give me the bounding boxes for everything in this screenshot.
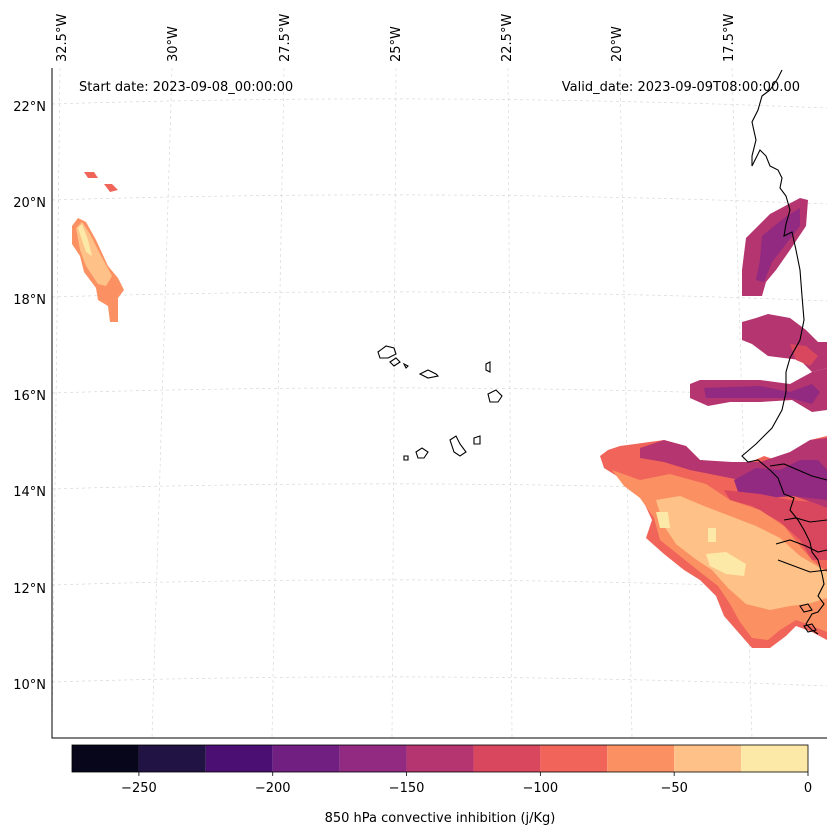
casamance-river [775,539,828,553]
lon-label-20w: 20°W [610,26,625,62]
contour-band-17n-inner [790,344,818,366]
lon-label-27-5w: 27.5°W [278,14,293,62]
contour-south-red [724,490,827,560]
colorbar-cell [339,745,407,772]
colorbar-cell [406,745,474,772]
contour-west-speck-1 [84,172,98,178]
start-date-label: Start date: 2023-09-08_00:00:00 [79,80,293,95]
lon-label-17-5w: 17.5°W [722,14,737,62]
island-brava [403,455,409,461]
lat-label-12n: 12°N [13,582,46,597]
lat-label-18n: 18°N [13,293,46,308]
longitude-labels: 32.5°W 30°W 27.5°W 25°W 22.5°W 20°W 17.5… [55,14,737,62]
contour-band-16n-inner [704,384,820,404]
lat-label-20n: 20°N [13,196,46,211]
island-maio [473,435,481,445]
african-coastline [741,69,825,635]
contour-south-core-1 [706,552,746,576]
lat-label-22n: 22°N [13,100,46,115]
colorbar-frame [71,744,809,773]
colorbar-tick-label: −250 [121,781,157,796]
colorbar-tick-label: −50 [660,781,687,796]
colorbar-cell [741,745,808,772]
parallel-12n [51,579,828,590]
colorbar-cell [674,745,742,772]
lat-label-14n: 14°N [13,485,46,500]
colorbar-tick-label: −100 [523,781,559,796]
island-santa-luzia [402,362,409,369]
colorbar-tick-label: −200 [255,781,291,796]
colorbar-label: 850 hPa convective inhibition (j/Kg) [325,811,556,826]
contour-nw-blob-inner [756,208,800,282]
island-fogo [415,447,429,459]
contour-west-speck-2 [104,184,118,192]
latitude-labels: 22°N 20°N 18°N 16°N 14°N 12°N 10°N [13,100,46,693]
lat-label-16n: 16°N [13,389,46,404]
island-santiago [449,435,467,457]
meridian-25w [391,67,397,739]
colorbar-ticks: −250 −200 −150 −100 −50 0 [121,772,812,796]
colorbar-cell [138,745,206,772]
contour-south-core-2 [656,512,670,528]
colorbar-cell [205,745,273,772]
colorbar-cell [473,745,541,772]
island-santo-antao [377,345,397,359]
meridian-22-5w [507,67,513,739]
colorbar-tick-label: 0 [804,781,812,796]
meridian-32-5w [51,67,61,739]
senegal-river [769,463,828,481]
map-frame [51,68,827,739]
guinea-bissau-coast [777,559,828,573]
colorbar-cell [72,745,139,772]
parallel-14n [51,483,828,494]
lon-label-30w: 30°W [166,26,181,62]
parallel-20n [51,194,828,205]
coastlines [741,69,828,635]
contour-band-17n [742,314,827,372]
parallel-16n [51,387,828,398]
meridian-20w [619,67,633,739]
parallel-10n [51,676,828,687]
cin-contours [72,172,827,648]
lon-label-32-5w: 32.5°W [55,14,70,62]
contour-west-strip-core [78,224,92,256]
valid-date-label: Valid_date: 2023-09-09T08:00:00.00 [562,80,800,95]
contour-south-violet [734,460,827,500]
contour-south-light [656,496,827,610]
parallel-22n [51,98,828,109]
meridian-27-5w [271,67,285,739]
meridian-30w [151,67,173,739]
contour-south-core-3 [708,528,716,542]
island-sao-nicolau [418,369,440,379]
colorbar-cell [540,745,608,772]
lon-label-25w: 25°W [389,26,404,62]
colorbar-cell [272,745,340,772]
parallel-18n [51,291,828,302]
colorbar [72,745,808,772]
island-boa-vista [487,389,503,403]
island-sal [485,361,491,373]
island-sao-vicente [389,357,401,367]
gambia-river [783,517,828,523]
cape-verde-islands [377,345,503,461]
lat-label-10n: 10°N [13,678,46,693]
lon-label-22-5w: 22.5°W [500,14,515,62]
bijagos-islands [799,603,817,633]
colorbar-cell [607,745,675,772]
colorbar-tick-label: −150 [389,781,425,796]
